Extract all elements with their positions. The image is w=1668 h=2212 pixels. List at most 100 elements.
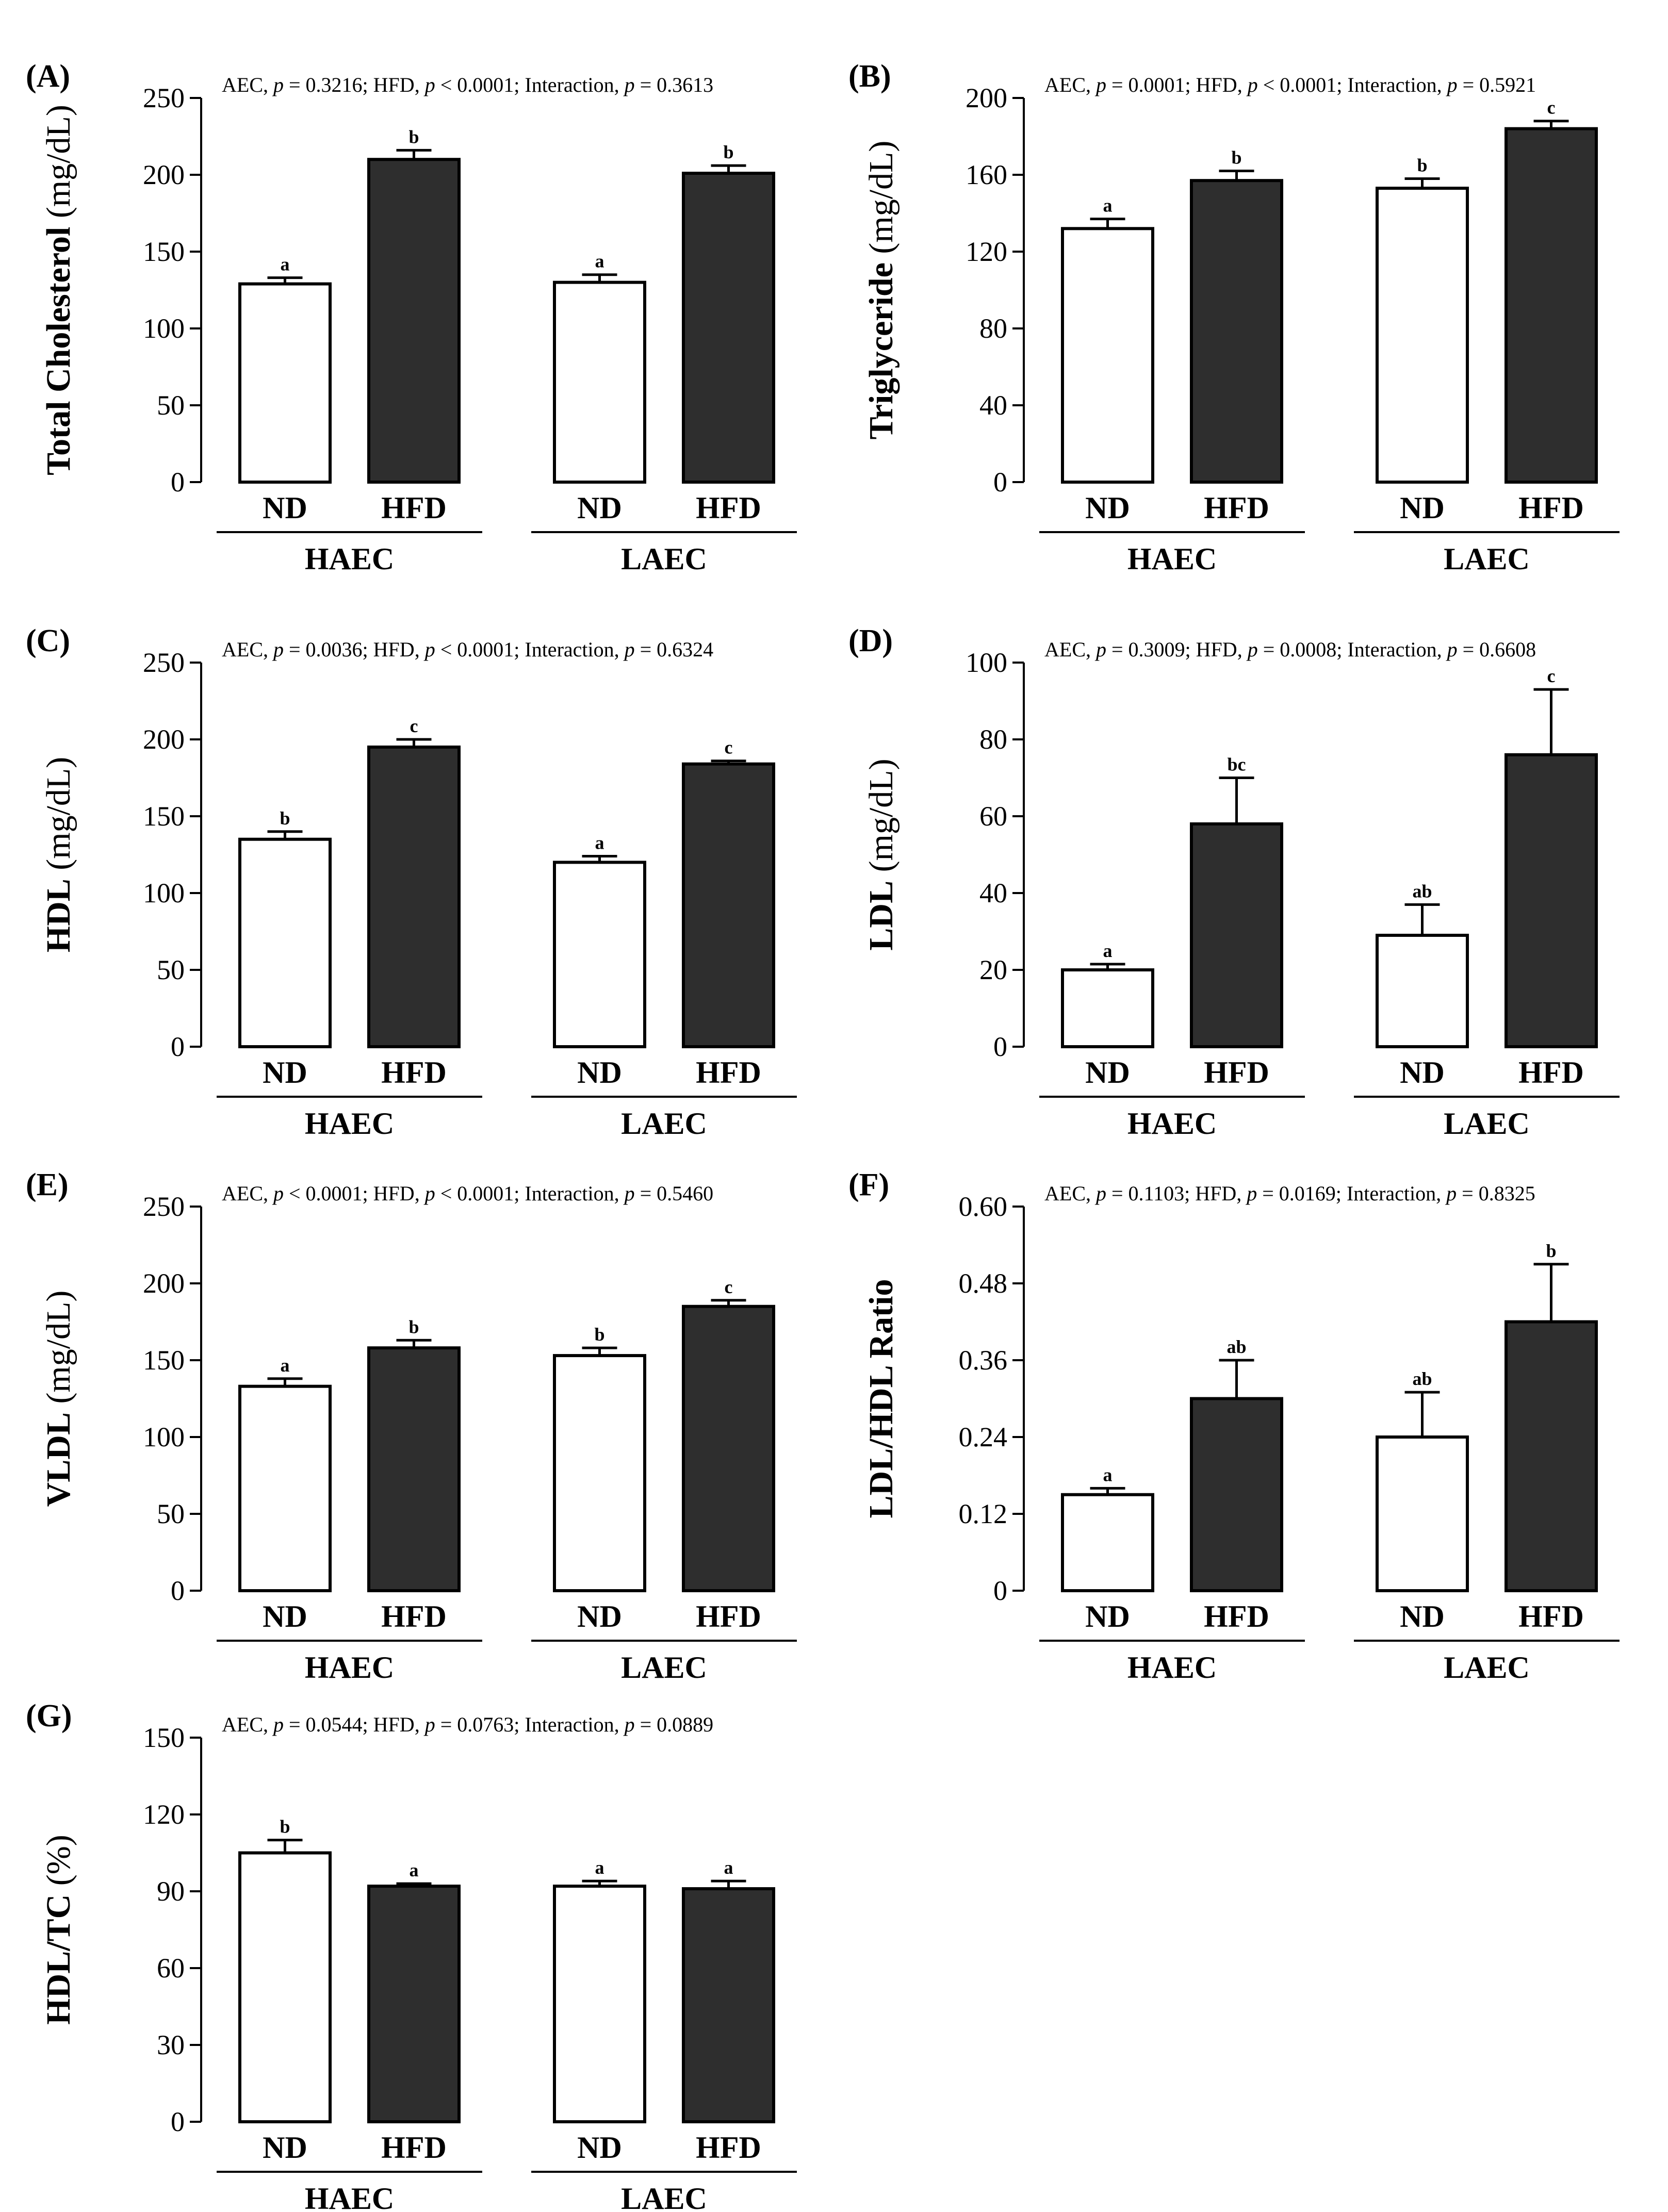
y-tick-label: 60	[157, 1953, 185, 1984]
category-label: ND	[263, 491, 307, 525]
bar	[367, 1346, 461, 1592]
group-label: HAEC	[305, 2182, 394, 2212]
bar	[553, 280, 646, 484]
bar	[238, 282, 332, 484]
y-tick-label: 200	[143, 159, 185, 190]
stats-text: AEC, p < 0.0001; HFD, p < 0.0001; Intera…	[222, 1182, 713, 1205]
category-label: ND	[577, 1055, 622, 1090]
group-label: HAEC	[1127, 542, 1217, 576]
y-tick-label: 200	[966, 82, 1007, 113]
y-tick-label: 50	[157, 390, 185, 421]
significance-letter: a	[1103, 1464, 1113, 1485]
panel-a: (A) AEC, p = 0.3216; HFD, p < 0.0001; Int…	[26, 59, 797, 576]
y-tick-label: 0	[993, 467, 1007, 498]
y-tick-label: 60	[979, 801, 1007, 832]
group-label: LAEC	[621, 1107, 707, 1141]
y-tick-label: 90	[157, 1876, 185, 1907]
category-label: HFD	[696, 1599, 761, 1633]
y-tick-label: 150	[143, 1345, 185, 1376]
bar	[1190, 179, 1283, 484]
category-label: ND	[577, 1599, 622, 1633]
category-label: ND	[577, 2131, 622, 2165]
panel-label: (B)	[848, 59, 891, 94]
panel-g: (G) AEC, p = 0.0544; HFD, p = 0.0763; Int…	[26, 1698, 797, 2212]
category-label: ND	[263, 2131, 307, 2165]
bar	[553, 1354, 646, 1593]
bar	[1505, 753, 1598, 1049]
stats-text: AEC, p = 0.0036; HFD, p < 0.0001; Intera…	[222, 638, 713, 661]
category-label: ND	[1400, 1599, 1445, 1633]
y-tick-label: 150	[143, 236, 185, 267]
y-tick-label: 0	[171, 1031, 185, 1062]
bar	[1061, 227, 1154, 484]
panel-f: (F) AEC, p = 0.1103; HFD, p = 0.0169; Int…	[848, 1167, 1620, 1685]
stats-text: AEC, p = 0.0544; HFD, p = 0.0763; Intera…	[222, 1713, 713, 1736]
bar	[682, 1887, 775, 2124]
y-tick-label: 50	[157, 1498, 185, 1529]
bar	[1061, 968, 1154, 1048]
category-label: HFD	[1518, 491, 1584, 525]
bar	[1376, 933, 1469, 1048]
panel-e: (E) AEC, p < 0.0001; HFD, p < 0.0001; Int…	[26, 1167, 797, 1685]
category-label: HFD	[1204, 1599, 1269, 1633]
significance-letter: b	[1546, 1241, 1556, 1261]
category-label: HFD	[381, 2131, 447, 2165]
category-label: HFD	[696, 1055, 761, 1090]
y-tick-label: 250	[143, 647, 185, 678]
significance-letter: bc	[1228, 754, 1246, 775]
panel-label: (A)	[26, 59, 70, 94]
bar	[553, 1885, 646, 2123]
category-label: HFD	[696, 491, 761, 525]
y-axis-label: Total Cholesterol (mg/dL)	[40, 105, 77, 475]
significance-letter: a	[1103, 195, 1113, 216]
category-label: HFD	[696, 2131, 761, 2165]
y-tick-label: 160	[966, 159, 1007, 190]
group-label: LAEC	[1444, 1650, 1530, 1685]
category-label: ND	[1085, 1599, 1130, 1633]
significance-letter: c	[725, 1277, 733, 1297]
bar	[367, 158, 461, 484]
bar	[553, 861, 646, 1049]
y-tick-label: 0.12	[959, 1498, 1008, 1529]
significance-letter: a	[410, 1860, 419, 1880]
y-tick-label: 200	[143, 1268, 185, 1299]
y-tick-label: 0	[993, 1031, 1007, 1062]
significance-letter: ab	[1412, 881, 1432, 901]
category-label: HFD	[381, 491, 447, 525]
y-tick-label: 100	[966, 647, 1007, 678]
group-label: HAEC	[305, 1107, 394, 1141]
bar	[682, 172, 775, 484]
category-label: HFD	[1204, 491, 1269, 525]
bar	[1190, 1397, 1283, 1592]
panel-label: (E)	[26, 1167, 69, 1202]
category-label: ND	[263, 1599, 307, 1633]
stats-text: AEC, p = 0.3009; HFD, p = 0.0008; Intera…	[1044, 638, 1536, 661]
significance-letter: c	[410, 716, 418, 736]
significance-letter: ab	[1412, 1368, 1432, 1389]
bar	[1061, 1493, 1154, 1592]
y-tick-label: 80	[979, 724, 1007, 755]
significance-letter: b	[280, 808, 290, 829]
group-label: HAEC	[305, 542, 394, 576]
y-tick-label: 0	[171, 1575, 185, 1606]
significance-letter: a	[595, 251, 604, 272]
group-label: HAEC	[1127, 1107, 1217, 1141]
significance-letter: b	[723, 142, 733, 162]
significance-letter: a	[724, 1857, 733, 1878]
y-axis-label: VLDL (mg/dL)	[40, 1291, 77, 1507]
y-tick-label: 250	[143, 1191, 185, 1222]
significance-letter: b	[1417, 155, 1427, 175]
y-tick-label: 120	[966, 236, 1007, 267]
category-label: ND	[1400, 1055, 1445, 1090]
category-label: HFD	[381, 1599, 447, 1633]
category-label: ND	[263, 1055, 307, 1090]
group-label: LAEC	[621, 2182, 707, 2212]
bar	[1190, 822, 1283, 1049]
bar	[1505, 127, 1598, 484]
y-tick-label: 80	[979, 313, 1007, 344]
y-axis-label: HDL/TC (%)	[40, 1835, 77, 2024]
significance-letter: a	[595, 832, 604, 853]
y-tick-label: 40	[979, 390, 1007, 421]
significance-letter: a	[1103, 940, 1113, 961]
y-tick-label: 200	[143, 724, 185, 755]
